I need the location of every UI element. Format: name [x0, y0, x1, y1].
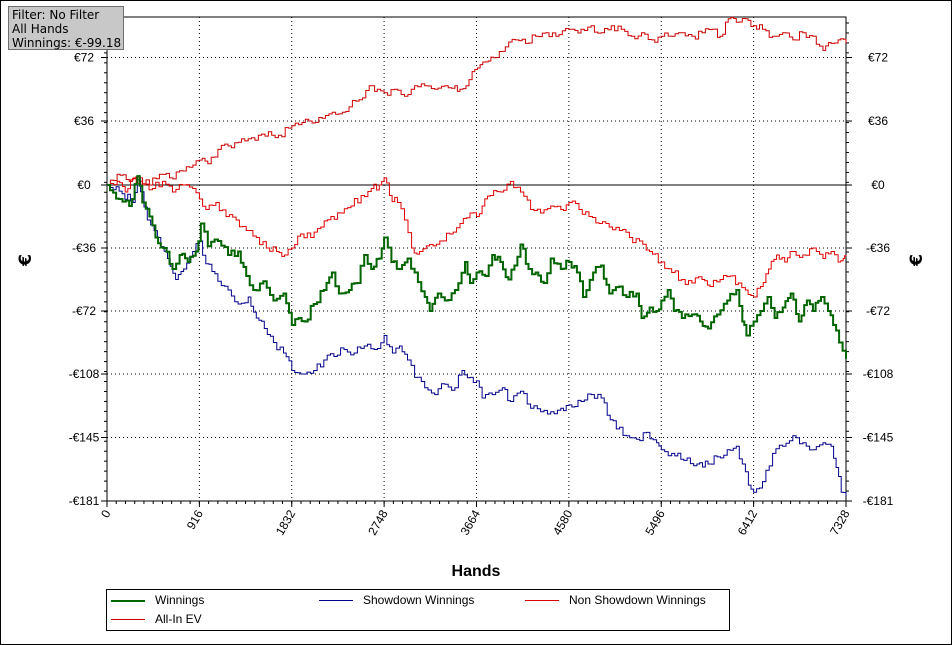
legend-item-winnings: Winnings — [111, 593, 204, 607]
hands-text: All Hands — [12, 22, 69, 36]
y-tick-label-right: -€72 — [866, 304, 890, 318]
y-tick-label-left: -€72 — [72, 304, 96, 318]
x-tick-label: 2748 — [365, 507, 391, 537]
y-tick-label-left: €0 — [77, 178, 91, 192]
series-line-non-showdown-winnings — [107, 177, 847, 298]
x-tick-label: 6412 — [735, 507, 761, 537]
y-tick-label-right: €0 — [871, 178, 885, 192]
x-tick-label: 1832 — [273, 507, 299, 537]
tick-labels: 0 916 1832 2748 3664 4580 5496 6412 7328 €72 €72 €3… — [69, 51, 894, 538]
series-line-showdown-winnings — [107, 179, 847, 496]
legend: Winnings Showdown Winnings Non Showdown … — [106, 589, 730, 631]
y-tick-label-left: €72 — [74, 51, 94, 65]
y-tick-label-right: -€181 — [863, 494, 894, 508]
legend-label-winnings: Winnings — [155, 593, 205, 607]
legend-swatch-winnings — [111, 599, 145, 602]
y-tick-label-right: -€36 — [866, 241, 890, 255]
x-tick-label: 7328 — [827, 507, 853, 537]
legend-label-all-in-ev: All-In EV — [155, 612, 202, 626]
y-tick-label-left: -€36 — [72, 241, 96, 255]
legend-swatch-all-in-ev — [111, 619, 145, 621]
x-tick-label: 0 — [98, 507, 114, 520]
grid-lines — [107, 17, 846, 501]
y-tick-label-left: €36 — [74, 114, 94, 128]
legend-swatch-non-showdown-winnings — [525, 600, 559, 602]
y-tick-label-right: -€108 — [863, 367, 894, 381]
x-axis-label: Hands — [452, 563, 501, 580]
y-tick-label-left: -€145 — [69, 431, 100, 445]
series-line-winnings — [107, 175, 847, 359]
legend-swatch-showdown-winnings — [319, 600, 353, 602]
y-tick-label-right: -€145 — [863, 431, 894, 445]
filter-info-box: Filter: No Filter All Hands Winnings: €-… — [8, 6, 124, 50]
filter-text: Filter: No Filter — [12, 8, 100, 22]
y-tick-label-left: -€181 — [69, 494, 100, 508]
y-tick-label-left: -€108 — [69, 367, 100, 381]
y-axis-label-left: € — [16, 254, 36, 267]
y-tick-label-right: €36 — [868, 114, 888, 128]
legend-item-showdown-winnings: Showdown Winnings — [319, 593, 474, 607]
x-tick-label: 916 — [184, 507, 206, 532]
x-tick-label: 3664 — [458, 507, 484, 537]
legend-item-non-showdown-winnings: Non Showdown Winnings — [525, 593, 706, 607]
y-axis-label-right: € — [907, 254, 927, 267]
series-line-all-in-ev — [107, 16, 847, 186]
x-tick-label: 5496 — [642, 507, 668, 537]
legend-item-all-in-ev: All-In EV — [111, 612, 202, 626]
y-tick-label-right: €72 — [868, 51, 888, 65]
winnings-text: Winnings: €-99.18 — [12, 36, 122, 50]
legend-label-non-showdown-winnings: Non Showdown Winnings — [569, 593, 706, 607]
x-tick-label: 4580 — [550, 507, 576, 537]
legend-label-showdown-winnings: Showdown Winnings — [363, 593, 475, 607]
series-lines — [107, 16, 847, 496]
